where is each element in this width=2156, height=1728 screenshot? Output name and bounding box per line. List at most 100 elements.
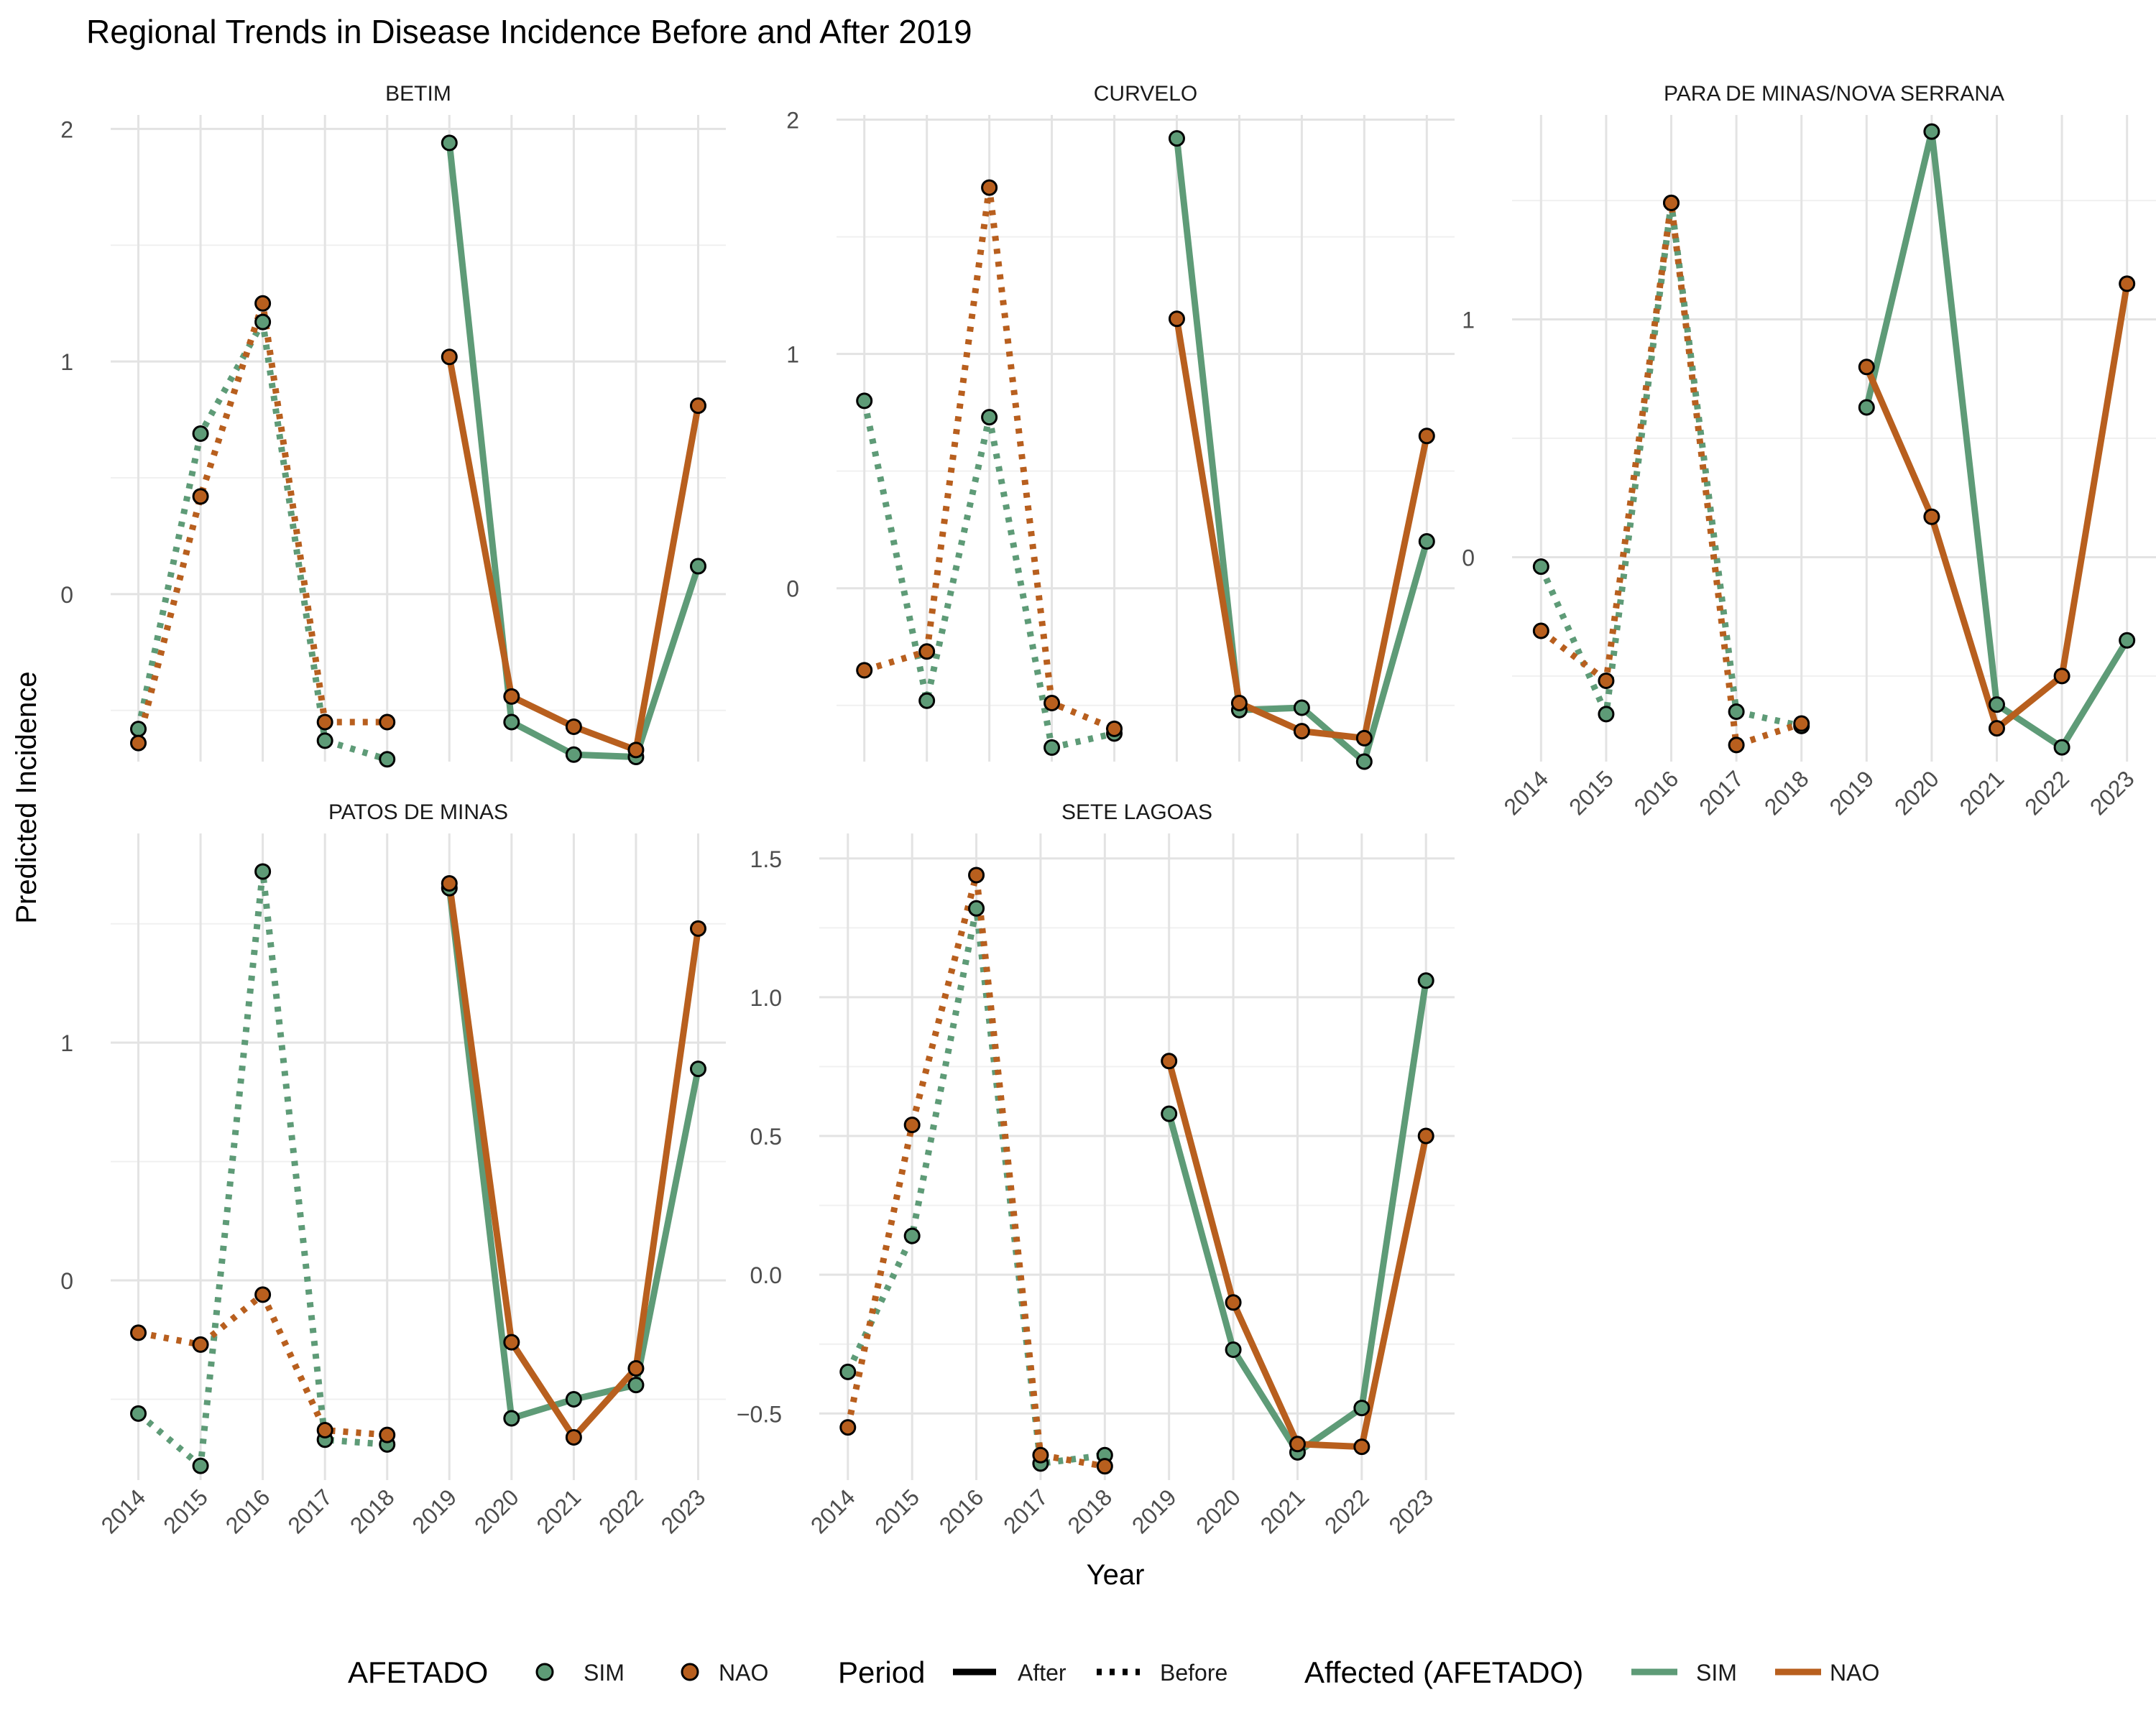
data-point-nao bbox=[441, 874, 458, 892]
data-point-nao bbox=[1858, 359, 1875, 376]
data-point-nao bbox=[1728, 736, 1745, 754]
data-point-nao bbox=[968, 867, 985, 884]
legend-line-label-sim: SIM bbox=[1696, 1660, 1737, 1686]
data-point-nao bbox=[1988, 720, 2005, 737]
x-axis-title: Year bbox=[1087, 1559, 1145, 1591]
data-point-nao bbox=[565, 1428, 582, 1446]
series-line-before-sim bbox=[136, 868, 388, 1469]
y-tick-label: 0 bbox=[60, 1268, 73, 1294]
legend-label-nao: NAO bbox=[719, 1660, 768, 1686]
data-point-nao bbox=[839, 1419, 857, 1436]
y-tick-label: 1 bbox=[60, 349, 73, 375]
data-point-nao bbox=[503, 1334, 520, 1351]
data-point-nao bbox=[1289, 1436, 1306, 1453]
data-point-sim bbox=[503, 1410, 520, 1427]
chart-title: Regional Trends in Disease Incidence Bef… bbox=[86, 13, 972, 50]
y-tick-label: 2 bbox=[786, 108, 799, 134]
data-point-nao bbox=[1418, 428, 1435, 445]
data-point-nao bbox=[981, 179, 998, 196]
data-point-sim bbox=[1355, 753, 1373, 770]
data-point-nao bbox=[1417, 1127, 1434, 1145]
data-point-nao bbox=[918, 643, 936, 660]
data-point-sim bbox=[1168, 130, 1185, 147]
data-point-sim bbox=[903, 1227, 921, 1244]
x-tick-label: 2019 bbox=[1127, 1484, 1181, 1538]
data-point-nao bbox=[316, 1422, 333, 1439]
data-point-nao bbox=[856, 662, 873, 679]
data-point-sim bbox=[441, 134, 458, 152]
data-point-sim bbox=[1044, 739, 1061, 756]
data-point-sim bbox=[689, 558, 706, 575]
x-tick-label: 2021 bbox=[1256, 1484, 1310, 1538]
data-point-sim bbox=[1923, 123, 1940, 140]
y-tick-label: 0 bbox=[1462, 545, 1475, 570]
data-point-sim bbox=[856, 392, 873, 410]
data-point-sim bbox=[1418, 532, 1435, 550]
data-point-sim bbox=[1858, 399, 1875, 416]
data-point-nao bbox=[379, 713, 396, 731]
data-point-sim bbox=[316, 732, 333, 749]
facet-label: PARA DE MINAS/NOVA SERRANA bbox=[1664, 82, 2004, 106]
data-point-nao bbox=[627, 741, 645, 759]
data-point-nao bbox=[689, 920, 706, 937]
legend-point-nao bbox=[681, 1663, 699, 1681]
x-tick-label: 2023 bbox=[2085, 765, 2139, 820]
data-point-nao bbox=[2053, 667, 2070, 685]
legend-line-label-nao: NAO bbox=[1830, 1660, 1879, 1686]
x-tick-label: 2016 bbox=[934, 1484, 989, 1538]
data-point-nao bbox=[192, 488, 209, 505]
data-point-sim bbox=[2053, 739, 2070, 756]
x-tick-label: 2019 bbox=[407, 1484, 461, 1538]
data-point-sim bbox=[1225, 1341, 1242, 1358]
x-tick-label: 2014 bbox=[1498, 765, 1553, 820]
x-tick-label: 2021 bbox=[532, 1484, 586, 1538]
data-point-sim bbox=[1293, 699, 1310, 716]
legend-label-sim: SIM bbox=[584, 1660, 625, 1686]
x-tick-label: 2016 bbox=[1629, 765, 1684, 820]
data-point-nao bbox=[627, 1359, 645, 1377]
data-point-sim bbox=[565, 746, 582, 763]
data-point-sim bbox=[981, 409, 998, 426]
x-tick-label: 2014 bbox=[806, 1484, 860, 1538]
y-tick-label: 0 bbox=[786, 576, 799, 602]
data-point-nao bbox=[1168, 310, 1185, 328]
x-tick-label: 2017 bbox=[998, 1484, 1053, 1538]
data-point-nao bbox=[689, 397, 706, 415]
y-tick-label: 1.5 bbox=[750, 846, 782, 872]
legend-title-period: Period bbox=[838, 1655, 925, 1689]
x-tick-label: 2015 bbox=[1564, 765, 1618, 820]
data-point-nao bbox=[565, 718, 582, 735]
data-point-sim bbox=[254, 313, 272, 331]
data-point-sim bbox=[2119, 632, 2136, 649]
facet-label: SETE LAGOAS bbox=[1061, 800, 1212, 824]
data-point-nao bbox=[192, 1336, 209, 1353]
data-point-nao bbox=[1032, 1446, 1049, 1464]
data-point-sim bbox=[968, 900, 985, 917]
x-tick-label: 2018 bbox=[1759, 765, 1814, 820]
data-point-nao bbox=[1044, 694, 1061, 711]
x-tick-label: 2017 bbox=[1694, 765, 1749, 820]
data-point-nao bbox=[503, 688, 520, 705]
data-point-sim bbox=[1161, 1105, 1178, 1122]
data-point-nao bbox=[1598, 673, 1615, 689]
legend-point-sim bbox=[535, 1663, 554, 1681]
data-point-nao bbox=[1225, 1294, 1242, 1311]
x-tick-label: 2015 bbox=[158, 1484, 213, 1538]
y-axis-title: Predicted Incidence bbox=[11, 671, 42, 923]
data-point-nao bbox=[130, 734, 147, 752]
x-tick-label: 2017 bbox=[282, 1484, 337, 1538]
data-point-nao bbox=[441, 348, 458, 366]
x-tick-label: 2018 bbox=[1062, 1484, 1117, 1538]
y-tick-label: 1 bbox=[1462, 308, 1475, 333]
series-line-before-nao bbox=[1539, 199, 1803, 749]
data-point-sim bbox=[1728, 703, 1745, 721]
data-point-sim bbox=[1598, 706, 1615, 723]
data-point-sim bbox=[130, 721, 147, 738]
data-point-nao bbox=[254, 1286, 272, 1303]
data-point-sim bbox=[627, 1377, 645, 1394]
data-point-nao bbox=[1663, 194, 1680, 211]
x-tick-label: 2016 bbox=[221, 1484, 275, 1538]
x-tick-label: 2023 bbox=[1383, 1484, 1438, 1538]
